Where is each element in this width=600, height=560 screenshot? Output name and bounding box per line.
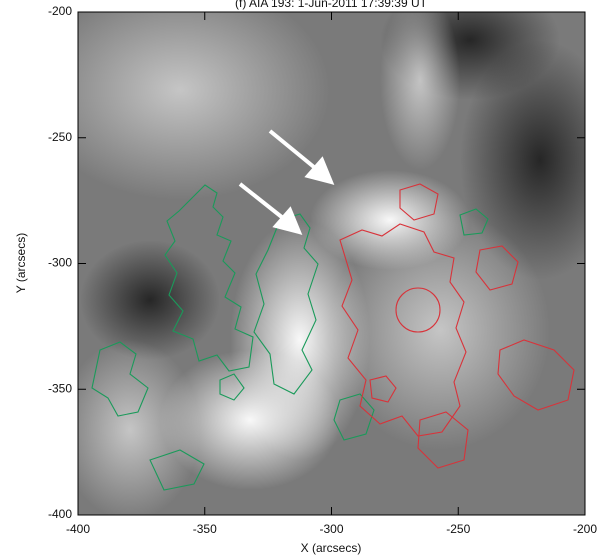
y-tick-label: -200 [48,4,72,18]
x-tick-label: -300 [319,522,343,536]
chart-title: (f) AIA 193: 1-Jun-2011 17:39:39 UT [235,0,428,10]
y-axis-label: Y (arcsecs) [14,233,28,293]
x-tick-label: -250 [446,522,470,536]
y-tick-label: -300 [48,256,72,270]
x-tick-label: -200 [573,522,597,536]
y-tick-label: -350 [48,381,72,395]
x-axis-label: X (arcsecs) [301,541,362,555]
y-tick-label: -400 [48,507,72,521]
x-tick-label: -350 [193,522,217,536]
arrows [238,129,335,235]
red-contours [339,183,575,469]
green-contours [91,184,489,491]
solar-image [78,12,585,515]
x-tick-label: -400 [66,522,90,536]
y-tick-label: -250 [48,130,72,144]
